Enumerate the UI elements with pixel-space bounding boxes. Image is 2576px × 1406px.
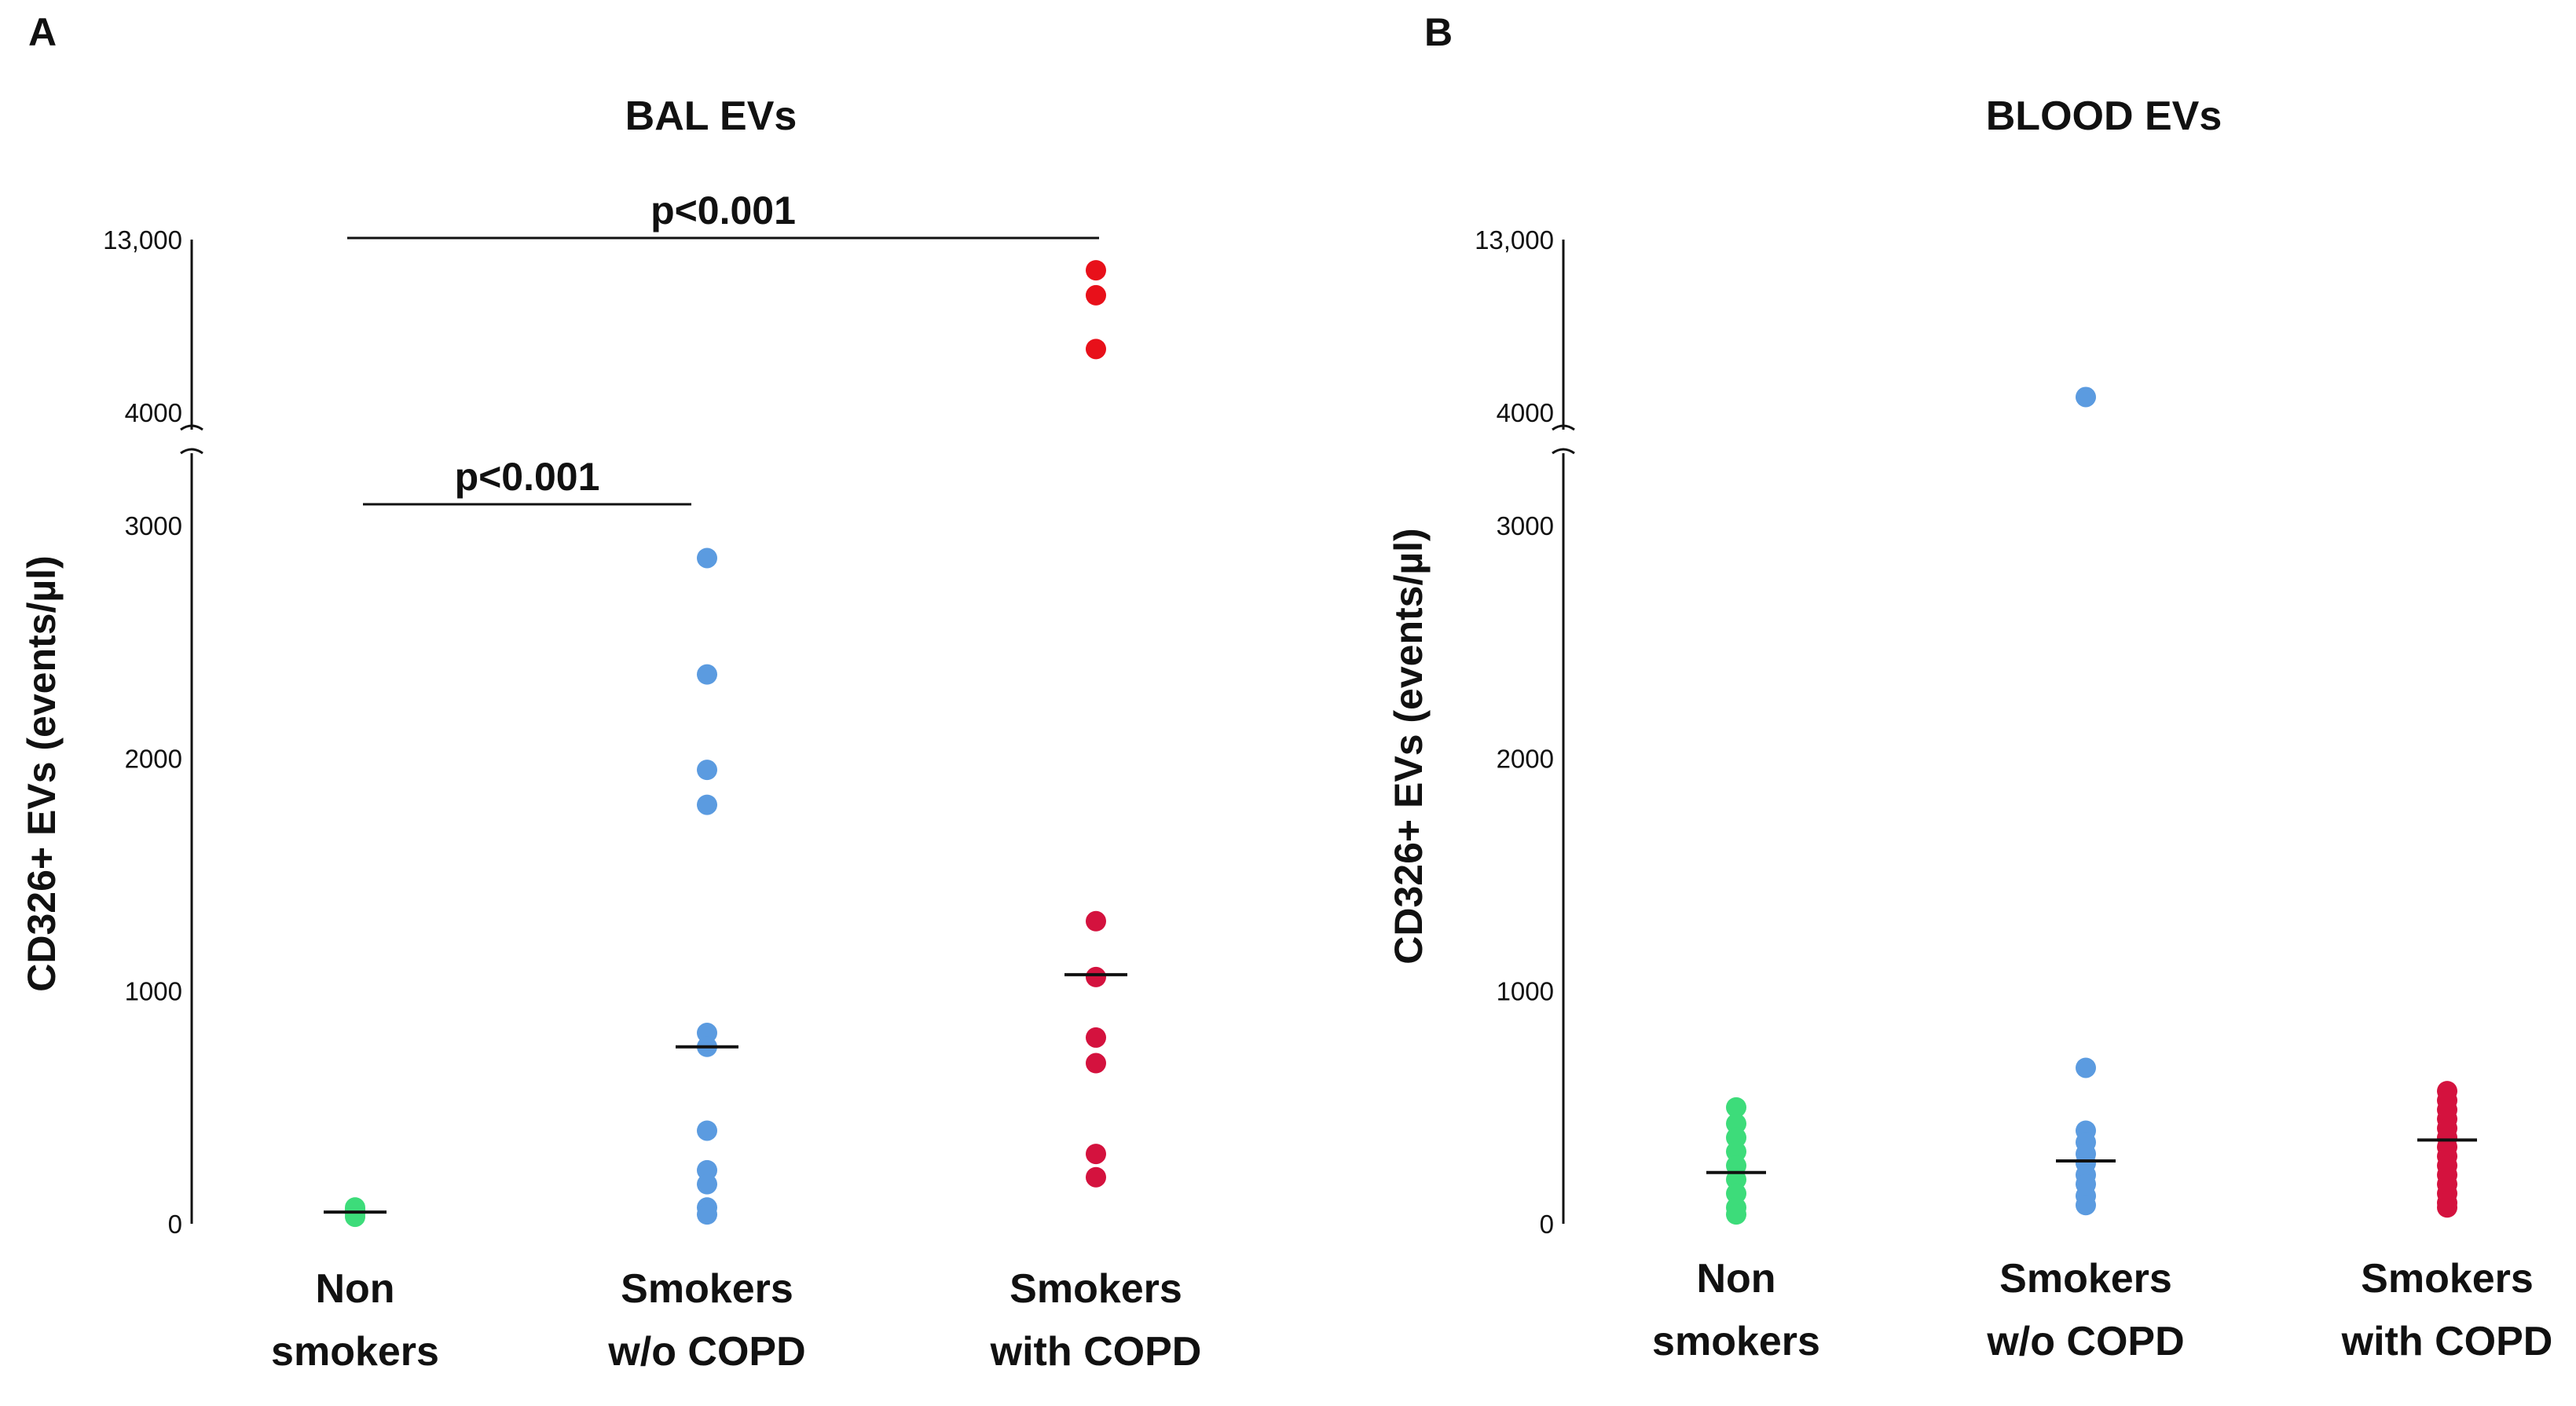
data-point	[697, 1120, 717, 1141]
data-point	[697, 1159, 717, 1181]
data-point	[1726, 1127, 1746, 1148]
data-point-upper	[1086, 260, 1106, 281]
data-point	[1086, 1027, 1106, 1048]
y-axis-label: CD326+ EVs (events/µl)	[20, 555, 64, 991]
data-point	[1086, 1053, 1106, 1074]
data-point	[1726, 1183, 1746, 1204]
y-tick-label: 13,000	[1475, 225, 1554, 254]
data-point	[1726, 1097, 1746, 1118]
axis-break-mark	[1552, 448, 1575, 455]
data-point	[1726, 1141, 1746, 1163]
y-tick-label: 3000	[1497, 511, 1554, 540]
data-point	[2076, 1057, 2096, 1078]
data-point	[1086, 1144, 1106, 1165]
data-point	[697, 794, 717, 815]
data-point	[697, 1173, 717, 1195]
x-category-label: w/o COPD	[1986, 1319, 2184, 1364]
data-point	[697, 1204, 717, 1225]
data-point	[1726, 1113, 1746, 1134]
y-tick-label: 1000	[125, 977, 182, 1006]
axis-break-mark	[1552, 424, 1575, 431]
data-point	[345, 1197, 365, 1218]
x-category-label: smokers	[1652, 1319, 1820, 1364]
x-category-label: with COPD	[990, 1329, 1202, 1375]
y-tick-label: 4000	[125, 398, 182, 427]
data-point	[697, 760, 717, 781]
data-point	[697, 547, 717, 569]
x-category-label: w/o COPD	[607, 1329, 805, 1375]
y-axis-label: CD326+ EVs (events/µl)	[1387, 528, 1431, 964]
data-point	[2076, 1195, 2096, 1216]
data-point	[1086, 910, 1106, 932]
x-category-label: Non	[315, 1266, 394, 1312]
data-point	[1726, 1155, 1746, 1176]
y-tick-label: 1000	[1497, 977, 1554, 1006]
x-category-label: with COPD	[2341, 1319, 2553, 1364]
y-tick-label: 2000	[1497, 744, 1554, 773]
chart-title: BAL EVs	[625, 93, 797, 139]
y-tick-label: 4000	[1497, 398, 1554, 427]
x-category-label: Smokers	[2361, 1256, 2534, 1302]
data-point	[1086, 966, 1106, 987]
data-point	[2437, 1197, 2457, 1218]
x-category-label: smokers	[271, 1329, 439, 1375]
data-point-upper	[2076, 386, 2096, 408]
y-tick-label: 0	[168, 1210, 182, 1239]
x-category-label: Smokers	[1010, 1266, 1182, 1312]
x-category-label: Smokers	[1999, 1256, 2172, 1302]
p-value-label: p<0.001	[650, 189, 796, 233]
data-point-upper	[1086, 339, 1106, 360]
p-value-label: p<0.001	[455, 455, 600, 499]
data-point	[1086, 1166, 1106, 1188]
y-tick-label: 3000	[125, 511, 182, 540]
axis-break-mark	[180, 424, 203, 431]
axis-break-mark	[180, 448, 203, 455]
data-point	[1726, 1169, 1746, 1190]
panel-label: B	[1424, 10, 1453, 54]
y-tick-label: 2000	[125, 744, 182, 773]
y-tick-label: 13,000	[103, 225, 182, 254]
x-category-label: Non	[1696, 1256, 1775, 1302]
data-point	[1726, 1204, 1746, 1225]
y-tick-label: 0	[1540, 1210, 1554, 1239]
x-category-label: Smokers	[621, 1266, 793, 1312]
data-point-upper	[1086, 284, 1106, 306]
data-point	[697, 664, 717, 685]
data-point	[697, 1023, 717, 1044]
panel-label: A	[28, 10, 57, 54]
chart-title: BLOOD EVs	[1986, 93, 2222, 139]
